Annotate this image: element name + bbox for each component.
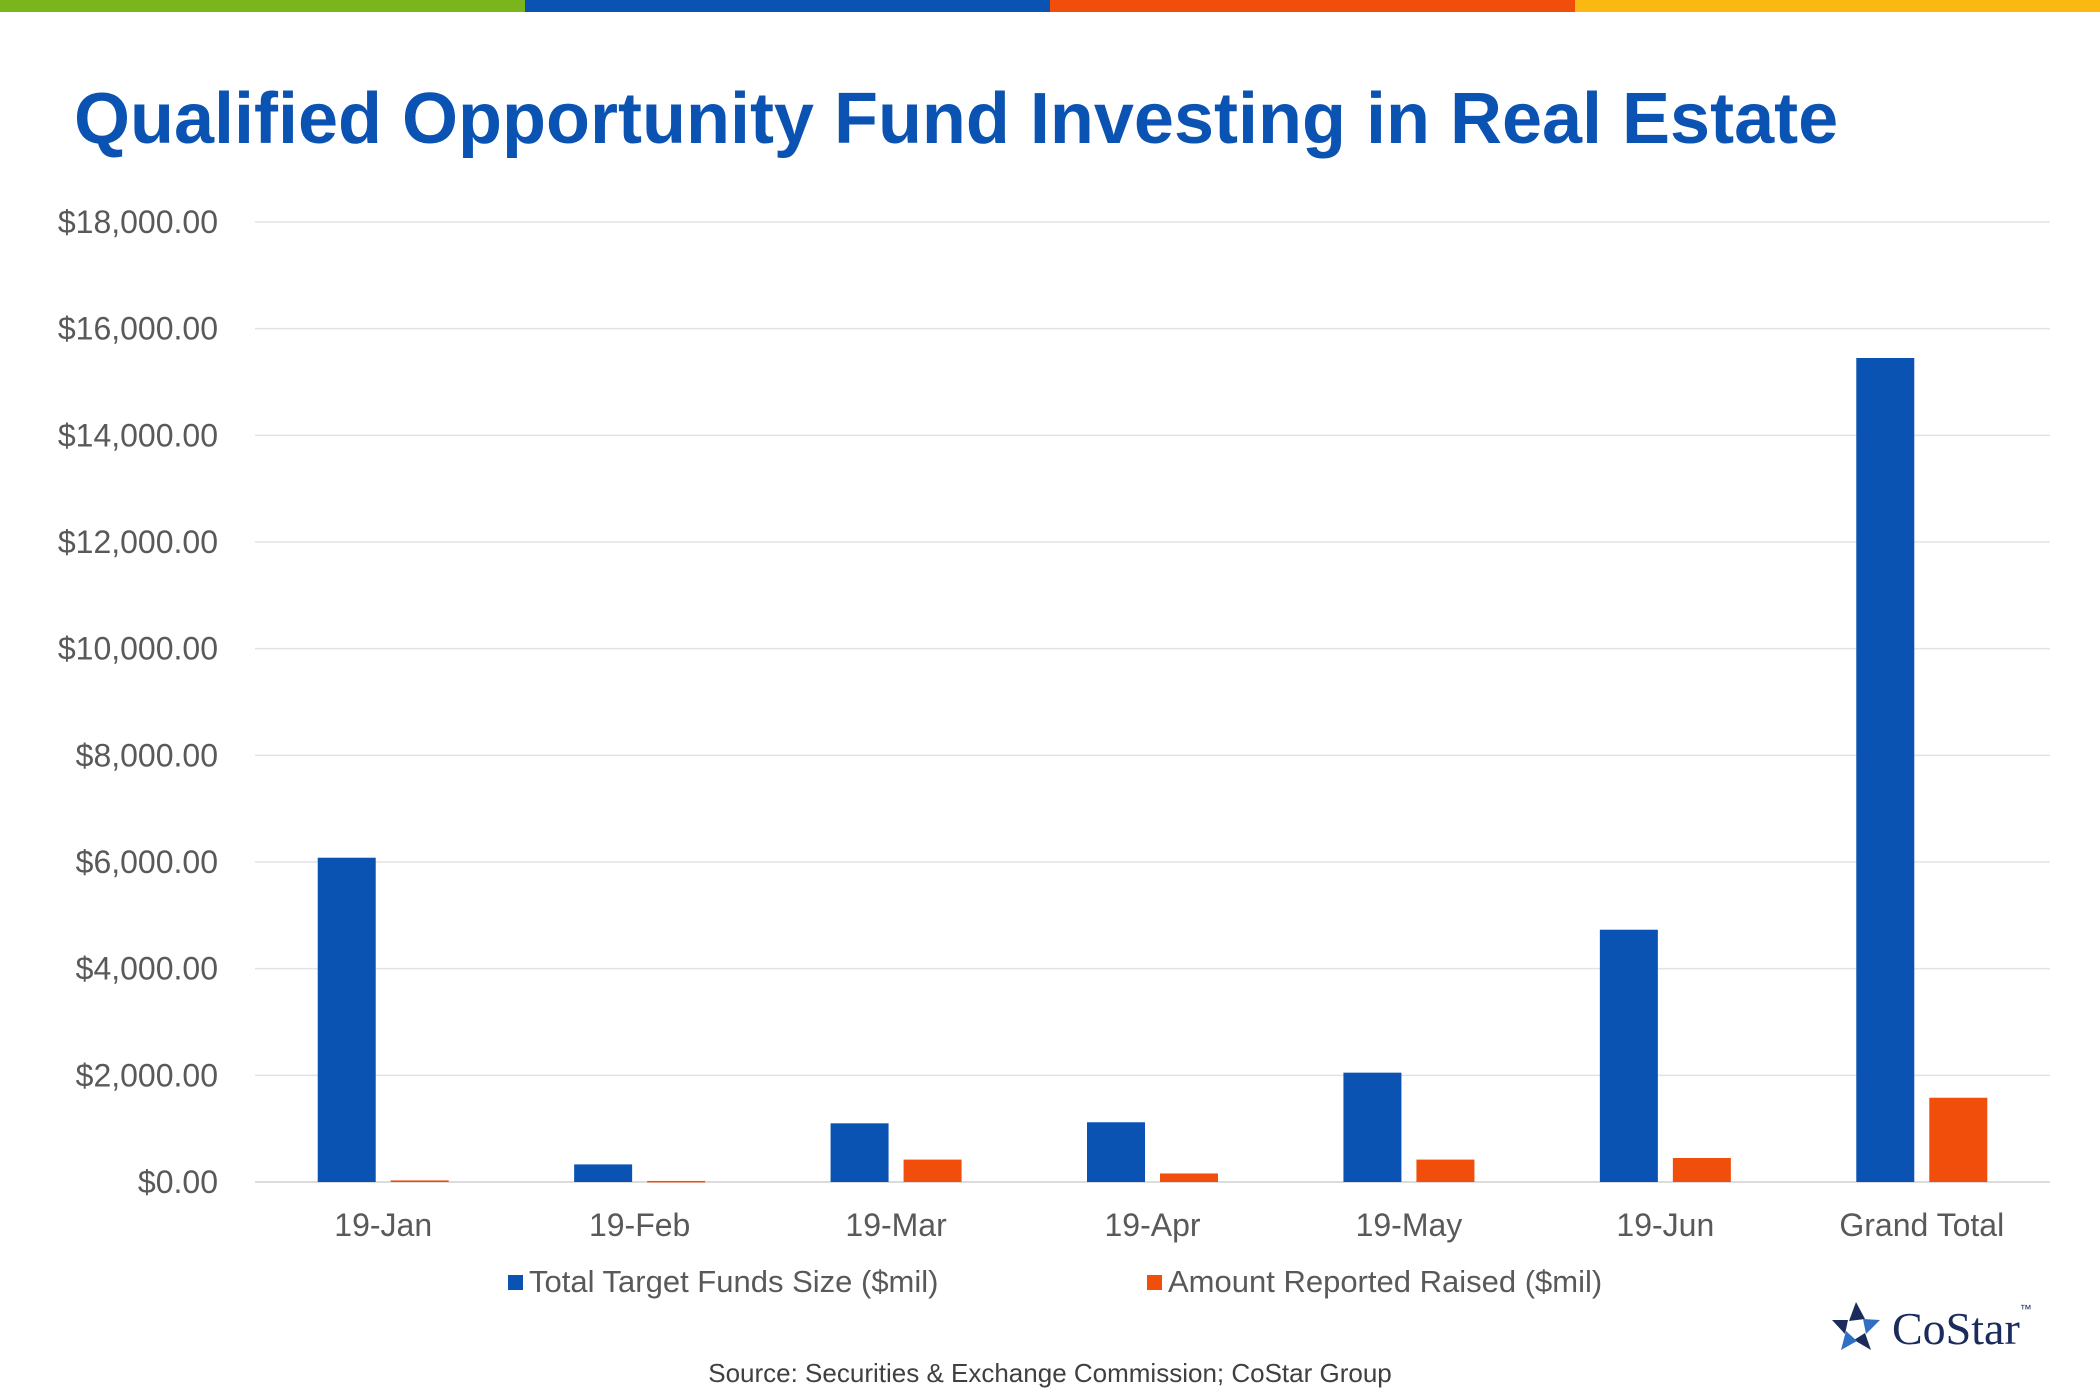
y-tick-label: $2,000.00 xyxy=(76,1057,218,1093)
bar-target-funds xyxy=(1343,1072,1402,1182)
top-color-stripe xyxy=(0,0,2100,12)
x-tick-label: 19-Mar xyxy=(845,1207,947,1243)
legend-label-raised: Amount Reported Raised ($mil) xyxy=(1168,1264,1603,1299)
y-tick-label: $0.00 xyxy=(138,1164,218,1200)
y-tick-label: $4,000.00 xyxy=(76,951,218,987)
bar-target-funds xyxy=(317,857,376,1182)
bar-target-funds xyxy=(830,1123,889,1182)
chart-title: Qualified Opportunity Fund Investing in … xyxy=(74,79,1839,159)
bar-amount-raised xyxy=(647,1180,706,1183)
x-tick-label: 19-Apr xyxy=(1104,1207,1200,1243)
bar-target-funds xyxy=(574,1164,633,1182)
costar-logo-text: CoStar™ xyxy=(1892,1301,2032,1354)
stripe-blue xyxy=(525,0,1050,12)
stripe-green xyxy=(0,0,525,12)
bar-target-funds xyxy=(1599,929,1658,1182)
legend-item-raised: Amount Reported Raised ($mil) xyxy=(1147,1264,1602,1300)
y-tick-label: $6,000.00 xyxy=(76,844,218,880)
x-tick-label: 19-May xyxy=(1356,1207,1463,1243)
x-tick-label: 19-Jan xyxy=(334,1207,432,1243)
bar-amount-raised xyxy=(1929,1097,1988,1182)
y-tick-label: $12,000.00 xyxy=(58,524,218,560)
bar-amount-raised xyxy=(1416,1159,1475,1182)
x-tick-label: 19-Feb xyxy=(589,1207,690,1243)
y-tick-label: $8,000.00 xyxy=(76,737,218,773)
legend-swatch-raised xyxy=(1147,1274,1162,1290)
costar-star-icon xyxy=(1832,1302,1880,1350)
legend-item-target: Total Target Funds Size ($mil) xyxy=(508,1264,938,1300)
bar-amount-raised xyxy=(1160,1173,1218,1182)
legend-swatch-target xyxy=(508,1274,523,1290)
y-tick-label: $18,000.00 xyxy=(58,204,218,240)
stripe-orange xyxy=(1050,0,1575,12)
bar-amount-raised xyxy=(903,1159,962,1182)
x-tick-label: 19-Jun xyxy=(1616,1207,1714,1243)
y-tick-label: $10,000.00 xyxy=(58,631,218,667)
bar-target-funds xyxy=(1087,1122,1145,1182)
stripe-yellow xyxy=(1575,0,2100,12)
source-note: Source: Securities & Exchange Commission… xyxy=(708,1358,1392,1388)
bar-amount-raised xyxy=(1672,1158,1731,1182)
y-tick-label: $14,000.00 xyxy=(58,417,218,453)
x-tick-label: Grand Total xyxy=(1839,1207,2004,1243)
costar-logo: CoStar™ xyxy=(1828,1300,2032,1356)
y-tick-label: $16,000.00 xyxy=(58,311,218,347)
bar-target-funds xyxy=(1856,358,1915,1182)
bar-amount-raised xyxy=(390,1180,449,1182)
legend-label-target: Total Target Funds Size ($mil) xyxy=(529,1264,939,1299)
